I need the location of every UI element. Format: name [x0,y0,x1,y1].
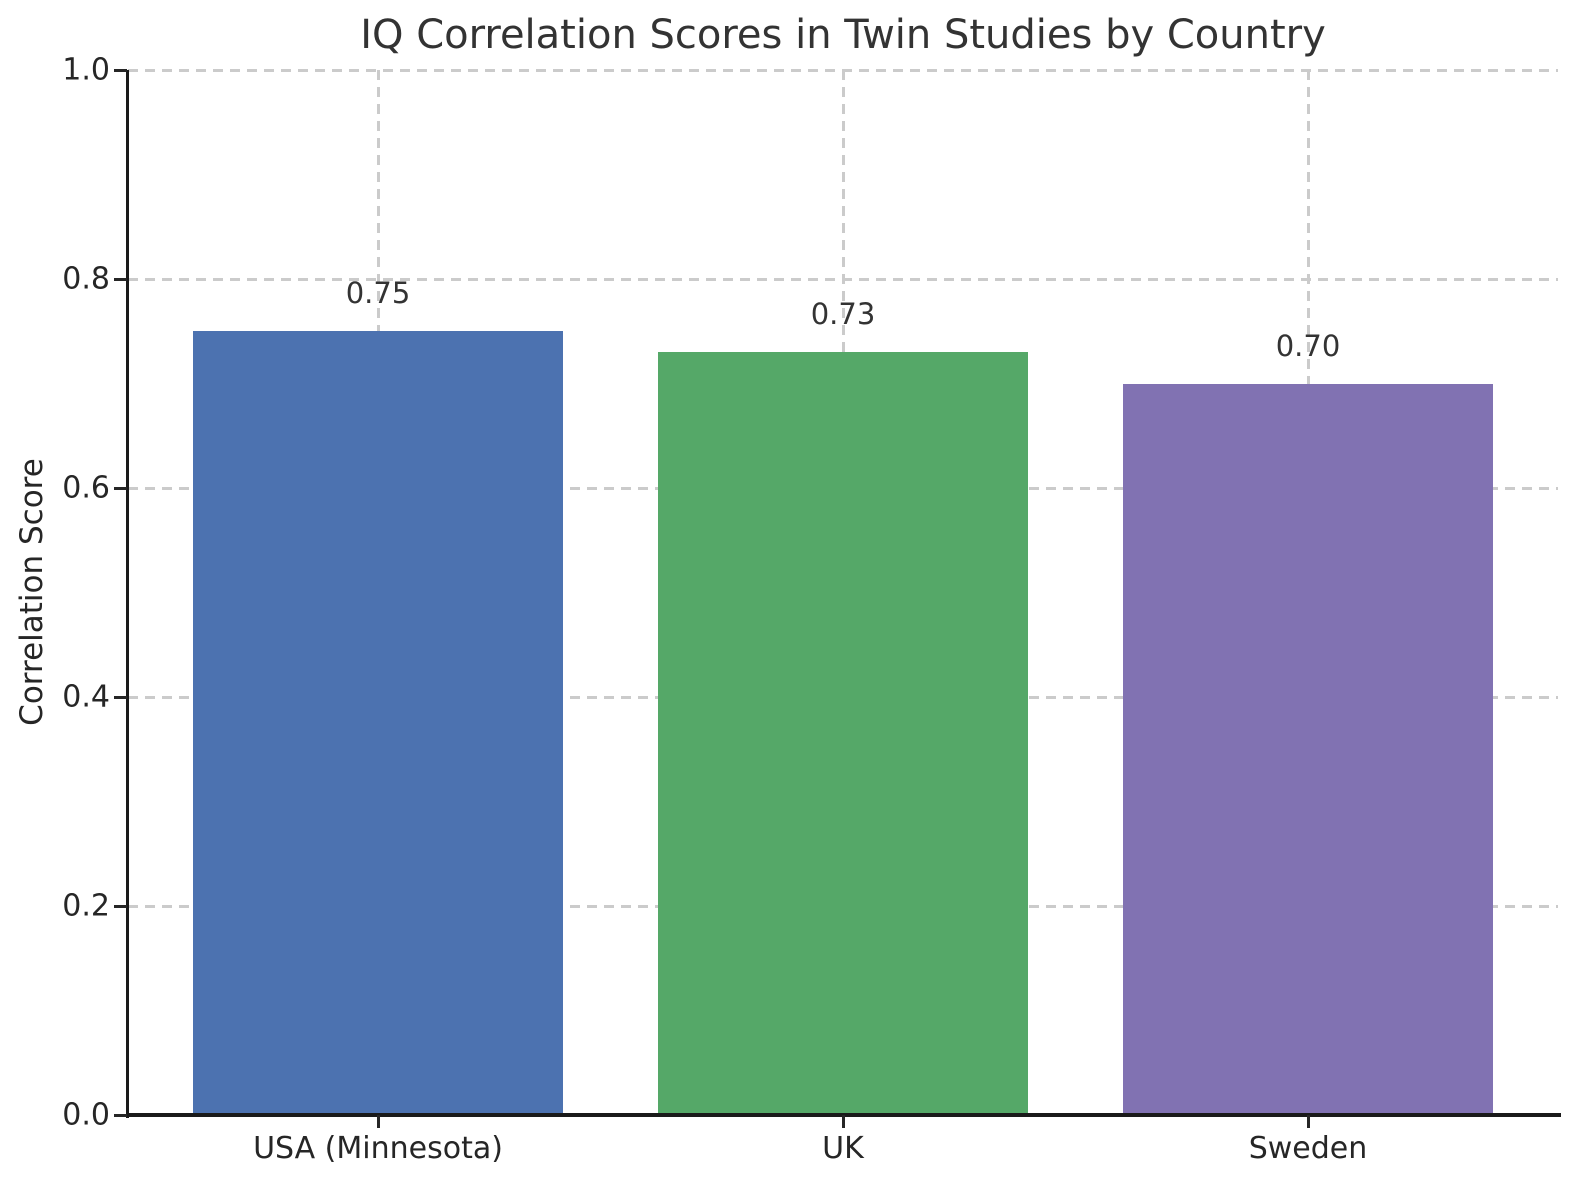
y-tick-label: 1.0 [62,52,110,88]
x-tick-mark [377,1115,380,1128]
y-tick-mark [114,69,127,72]
y-tick-mark [114,905,127,908]
x-tick-mark [842,1115,845,1128]
bar-value-label: 0.75 [345,276,411,311]
x-tick-label: USA (Minnesota) [253,1131,503,1166]
bar-usa-minnesota [193,331,563,1115]
y-tick-mark [114,1114,127,1117]
bar-value-label: 0.73 [810,297,876,332]
bar-value-label: 0.70 [1275,328,1341,363]
x-tick-mark [1307,1115,1310,1128]
bar-sweden [1123,383,1493,1115]
y-axis-spine [126,70,129,1118]
y-tick-label: 0.2 [62,888,110,924]
y-tick-label: 0.0 [62,1097,110,1133]
y-tick-label: 0.8 [62,261,110,297]
y-tick-label: 0.6 [62,470,110,506]
y-tick-label: 0.4 [62,679,110,715]
y-tick-mark [114,696,127,699]
chart-title: IQ Correlation Scores in Twin Studies by… [360,12,1326,58]
x-tick-label: UK [822,1131,864,1166]
y-tick-mark [114,278,127,281]
y-tick-mark [114,487,127,490]
x-tick-label: Sweden [1248,1131,1368,1166]
bar-uk [658,352,1028,1115]
plot-area [128,69,1558,1117]
